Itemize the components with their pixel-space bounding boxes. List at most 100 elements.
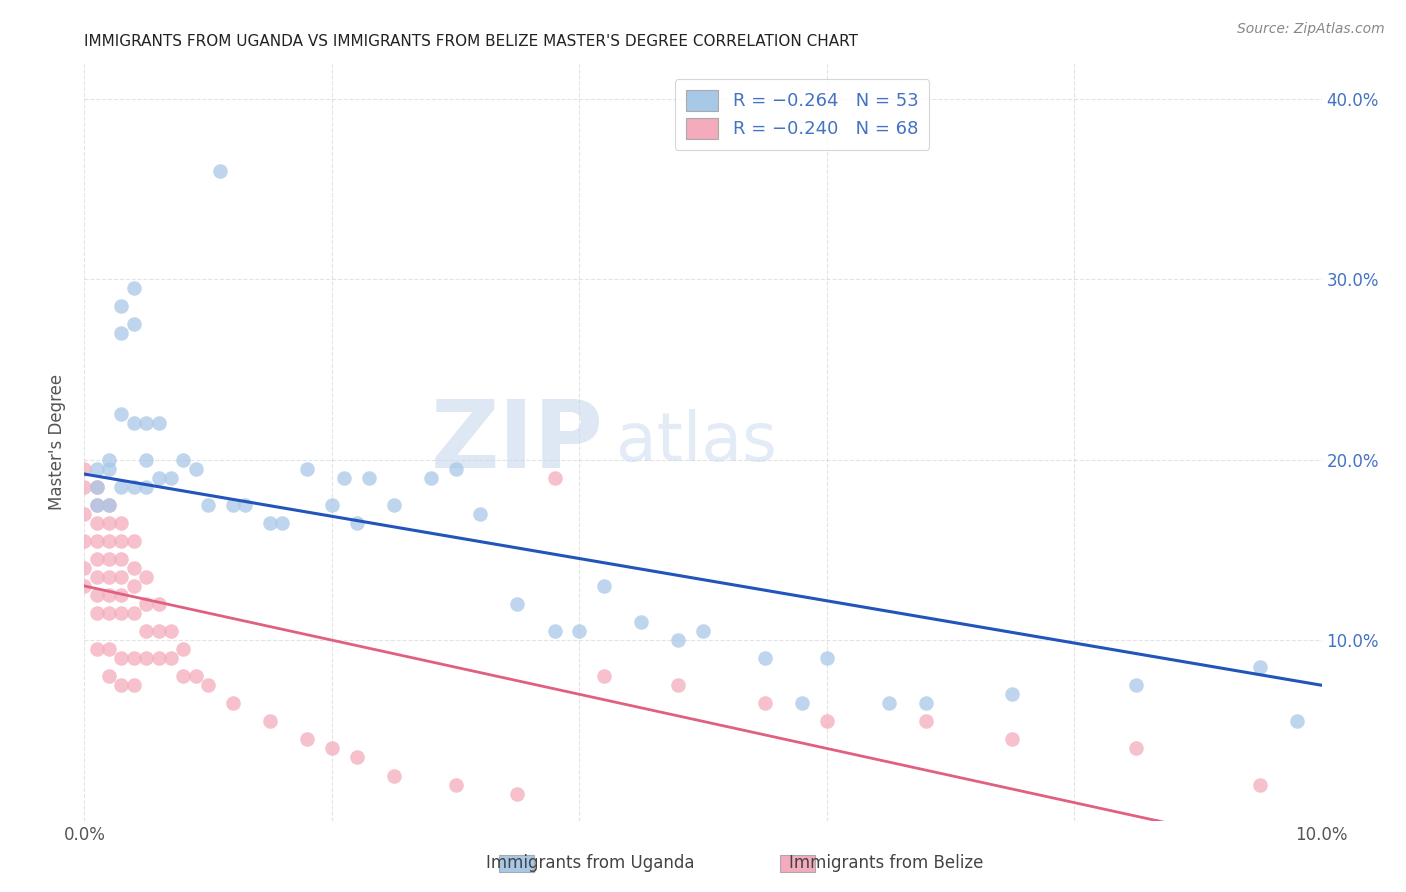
Point [321,741,343,756]
Text: Immigrants from Uganda: Immigrants from Uganda [486,855,695,872]
Point [1285,714,1308,729]
Point [122,606,145,620]
Point [197,678,219,692]
Point [160,624,183,639]
Point [877,696,900,710]
Text: ZIP: ZIP [432,395,605,488]
Text: atlas: atlas [616,409,778,475]
Point [172,642,194,657]
Point [86,498,108,512]
Point [419,470,441,484]
Point [86,498,108,512]
Point [98,533,121,548]
Point [86,552,108,566]
Point [86,533,108,548]
Point [914,714,936,729]
Point [321,498,343,512]
Point [666,633,689,648]
Point [110,480,132,494]
Point [86,480,108,494]
Point [1249,778,1271,792]
Point [148,417,170,431]
Point [122,533,145,548]
Point [122,651,145,665]
Text: IMMIGRANTS FROM UGANDA VS IMMIGRANTS FROM BELIZE MASTER'S DEGREE CORRELATION CHA: IMMIGRANTS FROM UGANDA VS IMMIGRANTS FRO… [84,34,858,49]
Point [1001,732,1024,747]
Point [593,669,616,683]
Point [184,461,207,475]
Point [346,516,368,530]
Point [815,714,838,729]
Point [148,624,170,639]
Point [148,470,170,484]
Point [98,452,121,467]
Point [160,651,183,665]
Point [98,552,121,566]
Point [98,606,121,620]
Point [122,678,145,692]
Point [148,597,170,611]
Point [333,470,356,484]
Point [135,624,157,639]
Point [160,470,183,484]
Point [506,597,529,611]
Point [86,642,108,657]
Point [630,615,652,629]
Legend: R = −0.264   N = 53, R = −0.240   N = 68: R = −0.264 N = 53, R = −0.240 N = 68 [675,79,929,150]
Point [259,714,281,729]
Point [98,642,121,657]
Point [506,787,529,801]
Point [110,552,132,566]
Point [222,498,245,512]
Point [197,498,219,512]
Point [122,281,145,295]
Point [135,651,157,665]
Point [209,163,232,178]
Point [122,317,145,331]
Point [122,579,145,593]
Point [110,408,132,422]
Point [295,461,318,475]
Point [86,516,108,530]
Point [73,579,96,593]
Point [172,452,194,467]
Point [122,480,145,494]
Point [172,669,194,683]
Point [1001,687,1024,701]
Point [357,470,380,484]
Point [86,570,108,584]
Point [444,778,467,792]
Point [135,417,157,431]
Point [135,452,157,467]
Point [110,678,132,692]
Point [135,570,157,584]
Point [98,669,121,683]
Point [815,651,838,665]
Point [543,470,565,484]
Point [914,696,936,710]
Point [543,624,565,639]
Point [98,516,121,530]
Point [135,480,157,494]
Point [148,651,170,665]
Point [122,417,145,431]
Point [73,561,96,575]
Point [73,480,96,494]
Point [98,461,121,475]
Point [754,651,776,665]
Point [110,606,132,620]
Point [73,533,96,548]
Point [754,696,776,710]
Point [110,299,132,313]
Point [790,696,813,710]
Point [110,570,132,584]
Point [1125,741,1147,756]
Point [1249,660,1271,674]
Point [122,561,145,575]
Point [110,326,132,341]
Point [444,461,467,475]
Point [86,461,108,475]
Point [110,651,132,665]
Point [295,732,318,747]
Text: Immigrants from Belize: Immigrants from Belize [789,855,983,872]
